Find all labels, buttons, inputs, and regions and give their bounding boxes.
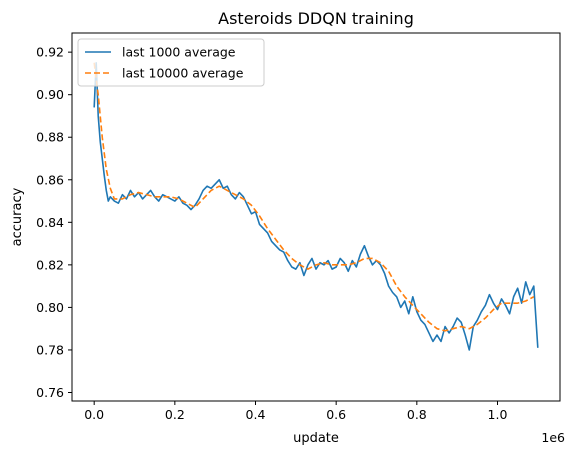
- y-tick-label: 0.78: [36, 342, 64, 357]
- y-tick-label: 0.92: [36, 45, 64, 60]
- y-axis: 0.76 0.78 0.80 0.82 0.84 0.86 0.88 0.90 0.92: [36, 45, 72, 400]
- x-tick-label: 0.4: [246, 407, 266, 422]
- plot-area: [93, 61, 539, 351]
- chart-title: Asteroids DDQN training: [218, 9, 414, 28]
- y-tick-label: 0.84: [36, 215, 64, 230]
- y-tick-label: 0.76: [36, 385, 64, 400]
- y-tick-label: 0.82: [36, 257, 64, 272]
- series-last-10000-average: [93, 62, 535, 332]
- y-tick-label: 0.86: [36, 172, 64, 187]
- legend-frame: [77, 38, 265, 87]
- y-tick-label: 0.80: [36, 300, 64, 315]
- series-last-1000-average: [93, 61, 539, 351]
- legend: last 1000 average last 10000 average: [77, 38, 265, 87]
- x-tick-label: 0.0: [84, 407, 104, 422]
- x-tick-label: 0.8: [407, 407, 427, 422]
- x-tick-label: 1.0: [488, 407, 508, 422]
- x-axis-offset-label: 1e6: [541, 430, 565, 445]
- legend-label-last-10000-average: last 10000 average: [122, 66, 244, 81]
- x-axis-label: update: [293, 431, 339, 446]
- y-tick-label: 0.88: [36, 130, 64, 145]
- y-axis-label: accuracy: [10, 187, 25, 246]
- series-line-last-10000-average: [93, 62, 535, 332]
- x-tick-label: 0.2: [165, 407, 185, 422]
- x-tick-label: 0.6: [326, 407, 346, 422]
- series-line-last-1000-average: [93, 61, 539, 351]
- plot-frame: [71, 32, 561, 402]
- legend-label-last-1000-average: last 1000 average: [122, 45, 236, 60]
- x-axis: 0.0 0.2 0.4 0.6 0.8 1.0: [84, 401, 507, 422]
- y-tick-label: 0.90: [36, 87, 64, 102]
